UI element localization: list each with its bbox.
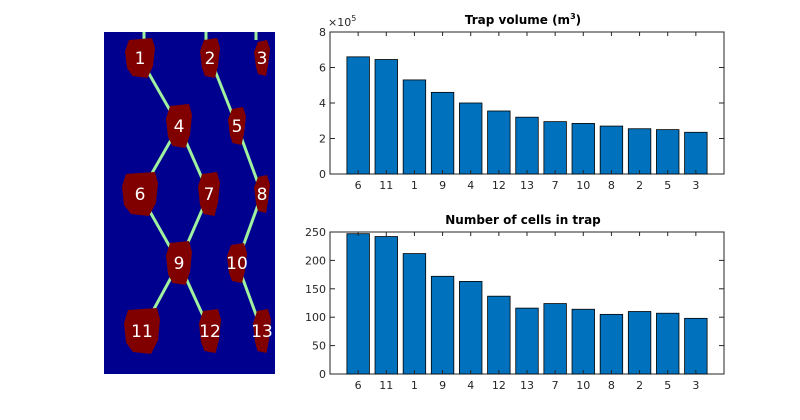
trap-region-6 <box>122 172 158 216</box>
trap-region-8 <box>254 175 270 213</box>
x-tick-label: 9 <box>439 179 446 192</box>
x-tick-label: 2 <box>636 179 643 192</box>
y-tick-label: 0 <box>319 168 326 181</box>
x-tick-label: 6 <box>355 179 362 192</box>
bar-13 <box>515 116 539 175</box>
x-tick-label: 3 <box>692 379 699 392</box>
bar-10 <box>571 308 595 375</box>
trap-region-4 <box>166 104 192 148</box>
trap-label-10: 10 <box>226 254 248 274</box>
x-tick-label: 7 <box>552 379 559 392</box>
trap-label-7: 7 <box>204 185 215 205</box>
y-tick-label: 150 <box>305 283 326 296</box>
bar-2 <box>627 311 652 375</box>
trap-label-6: 6 <box>135 185 146 205</box>
trap-region-1 <box>125 38 155 78</box>
bar-10 <box>571 123 595 175</box>
volume-chart-title: Trap volume (m3) <box>465 12 581 27</box>
x-tick-label: 4 <box>467 179 474 192</box>
y-tick-label: 8 <box>319 26 326 39</box>
x-tick-label: 10 <box>576 179 590 192</box>
trap-label-3: 3 <box>257 49 268 69</box>
bar-11 <box>374 59 398 175</box>
bar-4 <box>459 281 483 375</box>
x-tick-label: 5 <box>664 179 671 192</box>
x-tick-label: 11 <box>379 379 393 392</box>
trap-label-11: 11 <box>131 322 153 342</box>
trap-region-13 <box>253 309 271 353</box>
bar-5 <box>656 129 680 175</box>
trap-label-9: 9 <box>174 254 185 274</box>
y-tick-label: 6 <box>319 62 326 75</box>
trap-label-2: 2 <box>205 49 216 69</box>
bar-3 <box>684 317 708 375</box>
bar-12 <box>487 295 511 375</box>
bar-4 <box>459 102 483 175</box>
x-tick-label: 9 <box>439 379 446 392</box>
y-tick-label: 200 <box>305 254 326 267</box>
bar-7 <box>543 303 567 375</box>
trap-region-9 <box>166 241 192 285</box>
bar-9 <box>430 275 455 375</box>
trap-region-11 <box>124 308 160 354</box>
bar-5 <box>656 312 680 375</box>
trap-label-1: 1 <box>135 49 146 69</box>
trap-region-7 <box>198 172 220 216</box>
x-tick-label: 12 <box>492 179 506 192</box>
bar-1 <box>402 253 427 375</box>
y-tick-label: 0 <box>319 368 326 381</box>
x-tick-label: 5 <box>664 379 671 392</box>
x-tick-label: 7 <box>552 179 559 192</box>
trap-region-12 <box>199 309 221 353</box>
trap-region-10 <box>227 243 247 283</box>
x-tick-label: 1 <box>411 379 418 392</box>
bar-12 <box>487 110 511 175</box>
x-tick-label: 10 <box>576 379 590 392</box>
bar-1 <box>402 79 427 175</box>
bar-6 <box>346 233 370 375</box>
y-tick-label: 100 <box>305 311 326 324</box>
x-tick-label: 2 <box>636 379 643 392</box>
trap-label-4: 4 <box>174 117 185 137</box>
trap-region-2 <box>200 38 220 78</box>
x-tick-label: 6 <box>355 379 362 392</box>
x-tick-label: 11 <box>379 179 393 192</box>
y-tick-label: 4 <box>319 97 326 110</box>
trap-label-5: 5 <box>232 117 243 137</box>
x-tick-label: 12 <box>492 379 506 392</box>
bar-8 <box>599 125 624 175</box>
bar-13 <box>515 307 539 375</box>
bar-6 <box>346 56 370 175</box>
y-tick-label: 250 <box>305 226 326 239</box>
bar-11 <box>374 236 398 375</box>
x-tick-label: 3 <box>692 179 699 192</box>
x-tick-label: 13 <box>520 379 534 392</box>
trap-label-12: 12 <box>199 322 221 342</box>
bar-3 <box>684 131 708 175</box>
trap-region-5 <box>228 107 246 145</box>
trap-region-3 <box>254 40 270 76</box>
bar-8 <box>599 313 624 375</box>
volume-exponent-label: ×105 <box>328 14 356 29</box>
trap-label-13: 13 <box>251 322 273 342</box>
x-tick-label: 4 <box>467 379 474 392</box>
x-tick-label: 13 <box>520 179 534 192</box>
y-tick-label: 50 <box>312 340 326 353</box>
bar-9 <box>430 91 455 175</box>
bar-2 <box>627 128 652 175</box>
trap-label-8: 8 <box>257 185 268 205</box>
bar-7 <box>543 121 567 175</box>
x-tick-label: 8 <box>608 179 615 192</box>
cells-chart-title: Number of cells in trap <box>445 213 601 227</box>
x-tick-label: 1 <box>411 179 418 192</box>
y-tick-label: 2 <box>319 133 326 146</box>
x-tick-label: 8 <box>608 379 615 392</box>
